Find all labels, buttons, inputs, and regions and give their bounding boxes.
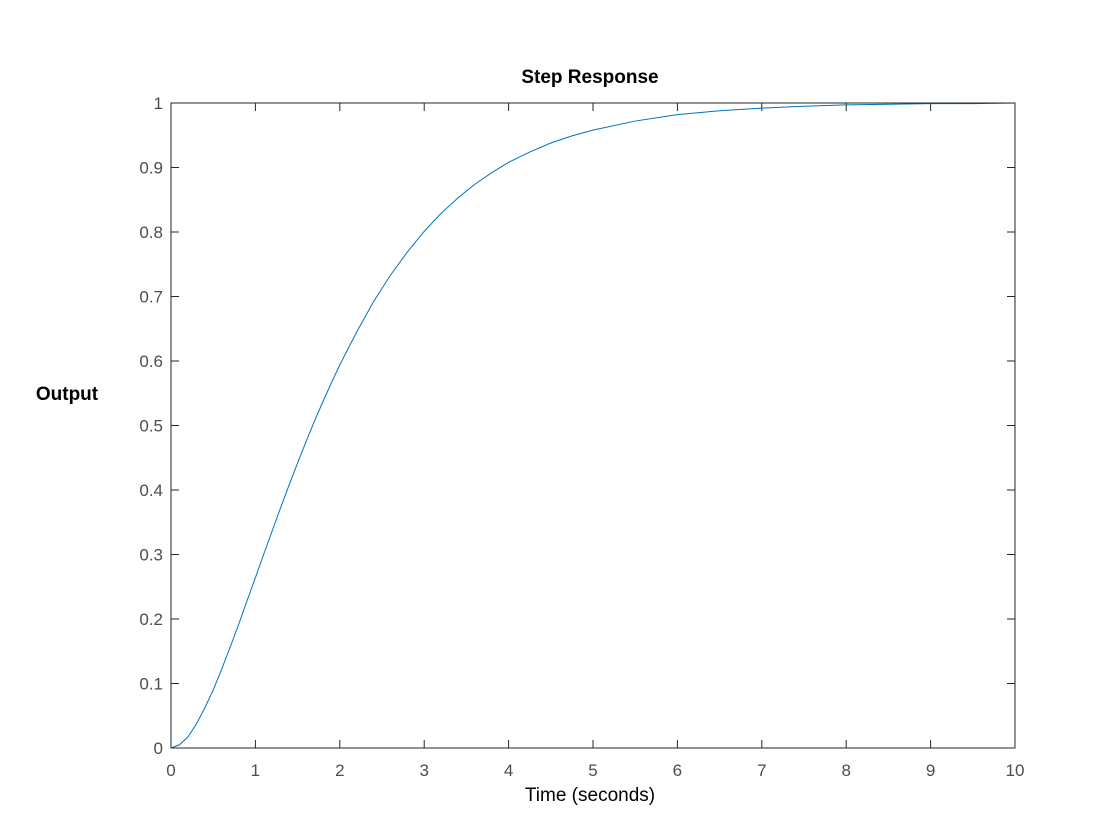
plot-box <box>170 102 1016 749</box>
y-tick-label: 1 <box>154 94 163 113</box>
y-tick-label: 0.1 <box>139 675 163 694</box>
x-tick-label: 3 <box>419 761 428 780</box>
x-tick-label: 6 <box>673 761 682 780</box>
x-tick-label: 0 <box>166 761 175 780</box>
y-tick-label: 0.3 <box>139 546 163 565</box>
x-axis-label: Time (seconds) <box>525 785 655 806</box>
x-tick-label: 8 <box>841 761 850 780</box>
chart-title: Step Response <box>521 67 658 88</box>
y-tick-label: 0.9 <box>139 159 163 178</box>
plot-background <box>171 103 1015 748</box>
series-line-step-response <box>170 102 1016 749</box>
x-tick-label: 2 <box>335 761 344 780</box>
y-tick-label: 0.5 <box>139 417 163 436</box>
y-tick-label: 0.4 <box>139 481 163 500</box>
y-tick-label: 0.2 <box>139 610 163 629</box>
y-tick-labels: 0 0.1 0.2 0.3 0.4 0.5 0.6 0.7 0.8 0.9 1 <box>139 94 163 758</box>
y-tick-label: 0.8 <box>139 223 163 242</box>
y-axis-label: Output <box>36 384 99 405</box>
y-tick-label: 0 <box>154 739 163 758</box>
x-tick-label: 5 <box>588 761 597 780</box>
y-tick-label: 0.6 <box>139 352 163 371</box>
x-tick-labels: 0 1 2 3 4 5 6 7 8 9 10 <box>166 761 1024 780</box>
x-tick-label: 9 <box>926 761 935 780</box>
x-tick-label: 7 <box>757 761 766 780</box>
x-tick-label: 1 <box>251 761 260 780</box>
y-tick-label: 0.7 <box>139 288 163 307</box>
x-tick-label: 4 <box>504 761 513 780</box>
x-tick-label: 10 <box>1006 761 1025 780</box>
